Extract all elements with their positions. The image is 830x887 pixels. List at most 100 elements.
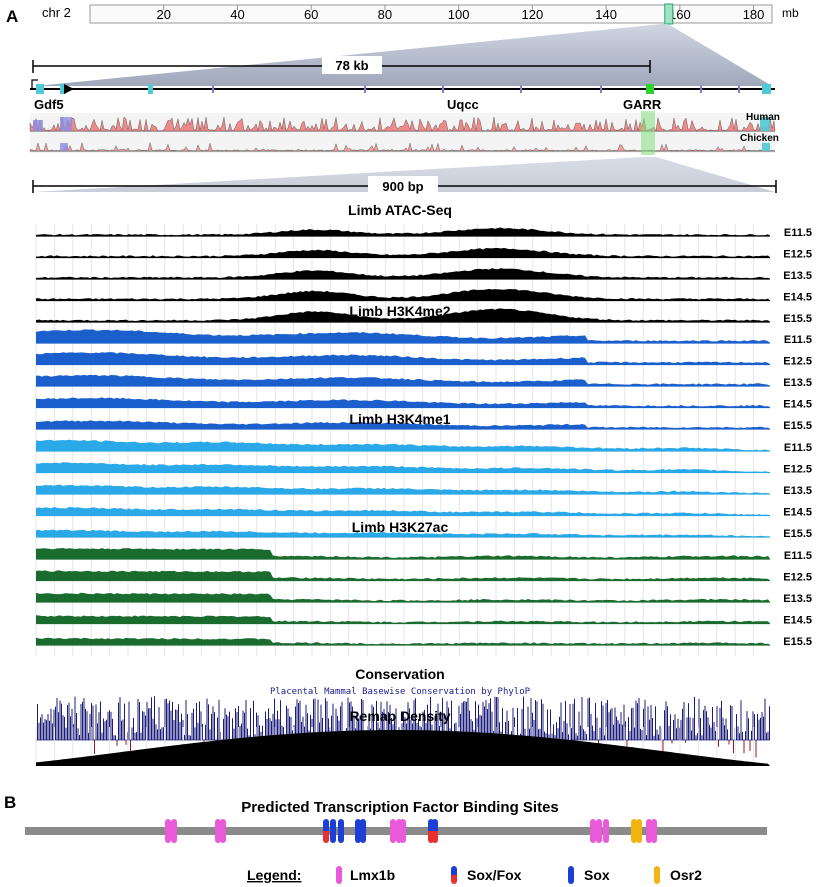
- signal-profile: [36, 462, 770, 473]
- signal-profile: [36, 592, 770, 602]
- stage-label: E11.5: [784, 334, 812, 346]
- chromosome-tick-label: 140: [595, 7, 617, 22]
- stage-label: E13.5: [783, 377, 812, 389]
- garr-vista-highlight: [641, 111, 655, 155]
- chromosome-tick-label: 120: [522, 7, 544, 22]
- track-title: Limb H3K4me1: [349, 411, 450, 427]
- scale-78kb-label: 78 kb: [335, 58, 368, 73]
- signal-profile: [36, 529, 770, 537]
- chromosome-ticks: 20 40 60 80 100 120 140 160 180: [156, 5, 764, 22]
- signal-tracks: Limb ATAC-Seq E11.5 E12.5 E13.5 E14.5 E15.5 Li…: [35, 202, 812, 657]
- stage-label: E14.5: [783, 507, 812, 519]
- stage-label: E13.5: [783, 485, 812, 497]
- legend-swatch-osr2: [654, 866, 660, 884]
- legend-label-sox: Sox: [584, 867, 610, 883]
- scale-bar-900bp: 900 bp: [32, 176, 777, 194]
- chromosome-tick-label: 180: [743, 7, 765, 22]
- legend-swatch-sox-fox: [451, 866, 457, 884]
- gene-track: [30, 79, 775, 94]
- stage-label: E12.5: [783, 572, 812, 584]
- binding-site: [432, 819, 438, 843]
- legend-label-lmx1b: Lmx1b: [350, 867, 395, 883]
- chromosome-tick-label: 160: [669, 7, 691, 22]
- stage-label: E15.5: [783, 528, 812, 540]
- signal-profile: [36, 268, 770, 279]
- binding-site: [171, 819, 177, 843]
- signal-profile: [36, 507, 770, 516]
- stage-label: E14.5: [783, 615, 812, 627]
- species-label-chicken: Chicken: [740, 133, 779, 144]
- signal-profile: [36, 352, 770, 365]
- conservation-title: Conservation: [355, 666, 444, 682]
- signal-profile: [36, 570, 770, 581]
- signal-profile: [36, 439, 770, 451]
- scale-bar-78kb: 78 kb: [32, 56, 651, 74]
- panel-b-label: B: [4, 793, 16, 812]
- binding-site: [636, 819, 642, 843]
- vista-background: [30, 113, 775, 153]
- stage-label: E15.5: [783, 313, 812, 325]
- scale-900bp-label: 900 bp: [382, 179, 423, 194]
- signal-profile: [36, 374, 770, 386]
- legend-title: Legend:: [247, 867, 301, 883]
- chromosome-unit: mb: [782, 6, 799, 20]
- binding-site: [323, 819, 329, 843]
- stage-label: E11.5: [784, 442, 812, 454]
- stage-label: E12.5: [783, 249, 812, 261]
- species-label-human: Human: [746, 112, 780, 123]
- zoom-region-2: [34, 157, 775, 192]
- binding-site: [355, 819, 361, 843]
- zoom-region-1: [36, 24, 772, 86]
- legend-swatch-lmx1b: [336, 866, 342, 884]
- binding-site: [646, 819, 652, 843]
- track-title: Limb ATAC-Seq: [348, 202, 452, 218]
- binding-sites: [165, 819, 657, 843]
- legend-label-osr2: Osr2: [670, 867, 702, 883]
- binding-site: [338, 819, 344, 843]
- signal-profile: [36, 548, 770, 559]
- signal-profile: [36, 308, 770, 322]
- legend: Legend: Lmx1b Sox/Fox Sox Osr2: [247, 866, 702, 884]
- panel-a-label: A: [6, 7, 18, 26]
- binding-site: [400, 819, 406, 843]
- gene-label-uqcc: Uqcc: [447, 97, 479, 112]
- remap-density-track: [35, 727, 770, 766]
- chromosome-tick-label: 80: [378, 7, 392, 22]
- garr-chromosome-highlight: [664, 3, 674, 25]
- signal-profile: [36, 397, 770, 408]
- signal-profile: [36, 615, 770, 624]
- binding-site: [360, 819, 366, 843]
- binding-site: [596, 819, 602, 843]
- chromosome-name: chr 2: [42, 5, 71, 20]
- binding-site: [590, 819, 596, 843]
- gene-label-gdf5: Gdf5: [34, 97, 64, 112]
- remap-title: Remap Density: [349, 708, 450, 724]
- signal-profile: [36, 247, 770, 258]
- signal-profile: [36, 484, 770, 494]
- stage-label: E14.5: [783, 399, 812, 411]
- stage-label: E12.5: [783, 464, 812, 476]
- stage-label: E11.5: [784, 550, 812, 562]
- gene-label-garr: GARR: [623, 97, 662, 112]
- stage-label: E14.5: [783, 292, 812, 304]
- legend-swatch-sox: [568, 866, 574, 884]
- stage-label: E15.5: [783, 420, 812, 432]
- signal-profile: [36, 637, 770, 645]
- binding-site: [330, 819, 336, 843]
- binding-site: [215, 819, 221, 843]
- chromosome-tick-label: 60: [304, 7, 318, 22]
- phylop-caption: Placental Mammal Basewise Conservation b…: [270, 687, 531, 697]
- signal-profile: [36, 420, 770, 429]
- signal-profile: [36, 288, 770, 301]
- track-title: Limb H3K4me2: [349, 303, 450, 319]
- stage-label: E13.5: [783, 270, 812, 282]
- binding-site: [651, 819, 657, 843]
- signal-profile: [36, 329, 770, 343]
- legend-label-sox-fox: Sox/Fox: [467, 867, 522, 883]
- binding-site: [390, 819, 396, 843]
- chromosome-tick-label: 20: [156, 7, 170, 22]
- binding-site: [165, 819, 171, 843]
- stage-label: E13.5: [783, 593, 812, 605]
- tfbs-title: Predicted Transcription Factor Binding S…: [241, 799, 559, 816]
